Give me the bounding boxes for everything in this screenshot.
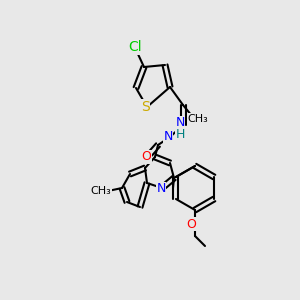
Text: N: N: [163, 130, 173, 142]
Text: O: O: [141, 151, 151, 164]
Text: S: S: [141, 100, 149, 114]
Text: Cl: Cl: [128, 40, 142, 54]
Text: CH₃: CH₃: [91, 186, 111, 196]
Text: CH₃: CH₃: [188, 114, 208, 124]
Text: O: O: [186, 218, 196, 230]
Text: N: N: [175, 116, 185, 130]
Text: H: H: [175, 128, 185, 142]
Text: N: N: [156, 182, 166, 196]
